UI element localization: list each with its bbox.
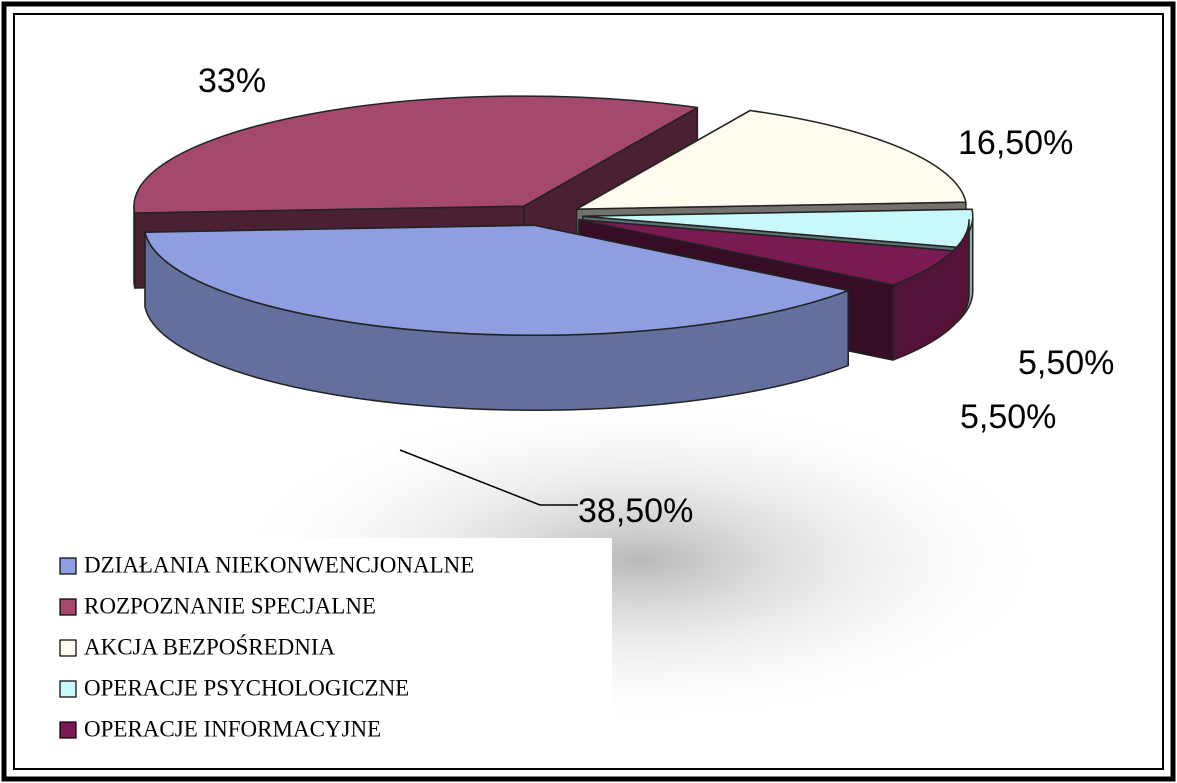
slice-top (578, 219, 954, 286)
pie: 38,50% 33% 16,50% 5,50% 5,50% (133, 62, 1114, 530)
legend-label: ROZPOZNANIE SPECJALNE (84, 593, 376, 618)
slice-top (575, 109, 967, 210)
value-label: 33% (198, 62, 266, 100)
legend: DZIAŁANIA NIEKONWENCJONALNE ROZPOZNANIE S… (59, 552, 474, 741)
leader-line (399, 449, 578, 506)
value-label: 16,50% (958, 124, 1073, 162)
legend-swatch (59, 721, 77, 739)
legend-label: OPERACJE PSYCHOLOGICZNE (84, 675, 409, 700)
value-label: 38,50% (578, 492, 693, 530)
legend-swatch (59, 557, 77, 575)
legend-label: DZIAŁANIA NIEKONWENCJONALNE (84, 552, 474, 577)
legend-swatch (59, 680, 77, 698)
slice-top (133, 95, 699, 214)
value-label: 5,50% (960, 398, 1056, 436)
slice-top (144, 224, 849, 337)
legend-label: OPERACJE INFORMACYJNE (84, 716, 381, 741)
legend-swatch (59, 639, 77, 657)
slice-side (892, 219, 970, 361)
legend-box (46, 538, 612, 762)
slice (144, 224, 849, 412)
legend-swatch (59, 598, 77, 616)
value-label: 5,50% (1018, 344, 1114, 382)
slice-side (133, 205, 136, 289)
inner-frame (13, 13, 1164, 770)
legend-label: AKCJA BEZPOŚREDNIA (84, 633, 336, 659)
